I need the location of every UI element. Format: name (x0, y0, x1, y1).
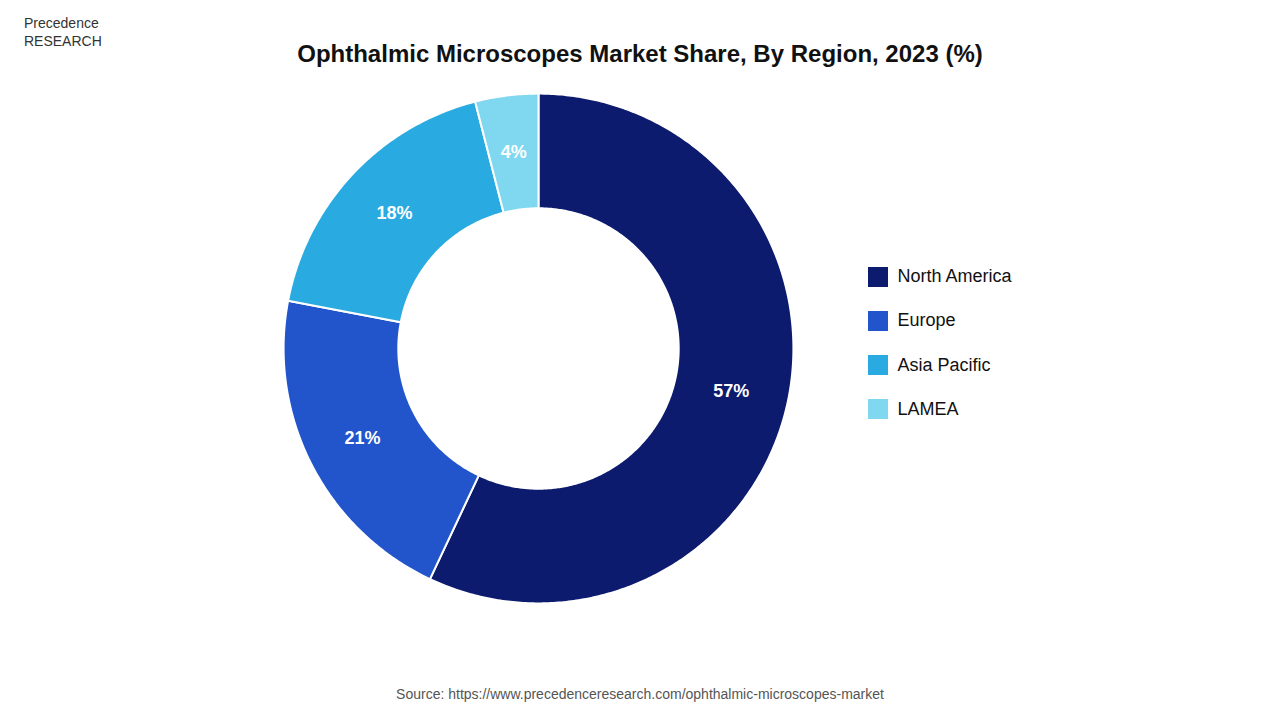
svg-text:21%: 21% (345, 428, 381, 448)
html-text:Ophthalmic Microscopes Market: Ophthalmic Microscopes Market Share, By … (297, 40, 983, 67)
html-text:North America: North America (897, 266, 1012, 287)
html-text:Source: https://www.precedence: Source: https://www.precedenceresearch.c… (396, 686, 884, 702)
svg-text:18%: 18% (377, 203, 413, 223)
svg-text:4%: 4% (501, 142, 527, 162)
html-text:Precedence RESEARCH: Precedence RESEARCH (24, 15, 102, 50)
html-text:Europe: Europe (897, 310, 956, 331)
html-text:LAMEA: LAMEA (897, 398, 959, 419)
html-text:Asia Pacific: Asia Pacific (897, 354, 991, 375)
svg-text:57%: 57% (714, 381, 750, 401)
